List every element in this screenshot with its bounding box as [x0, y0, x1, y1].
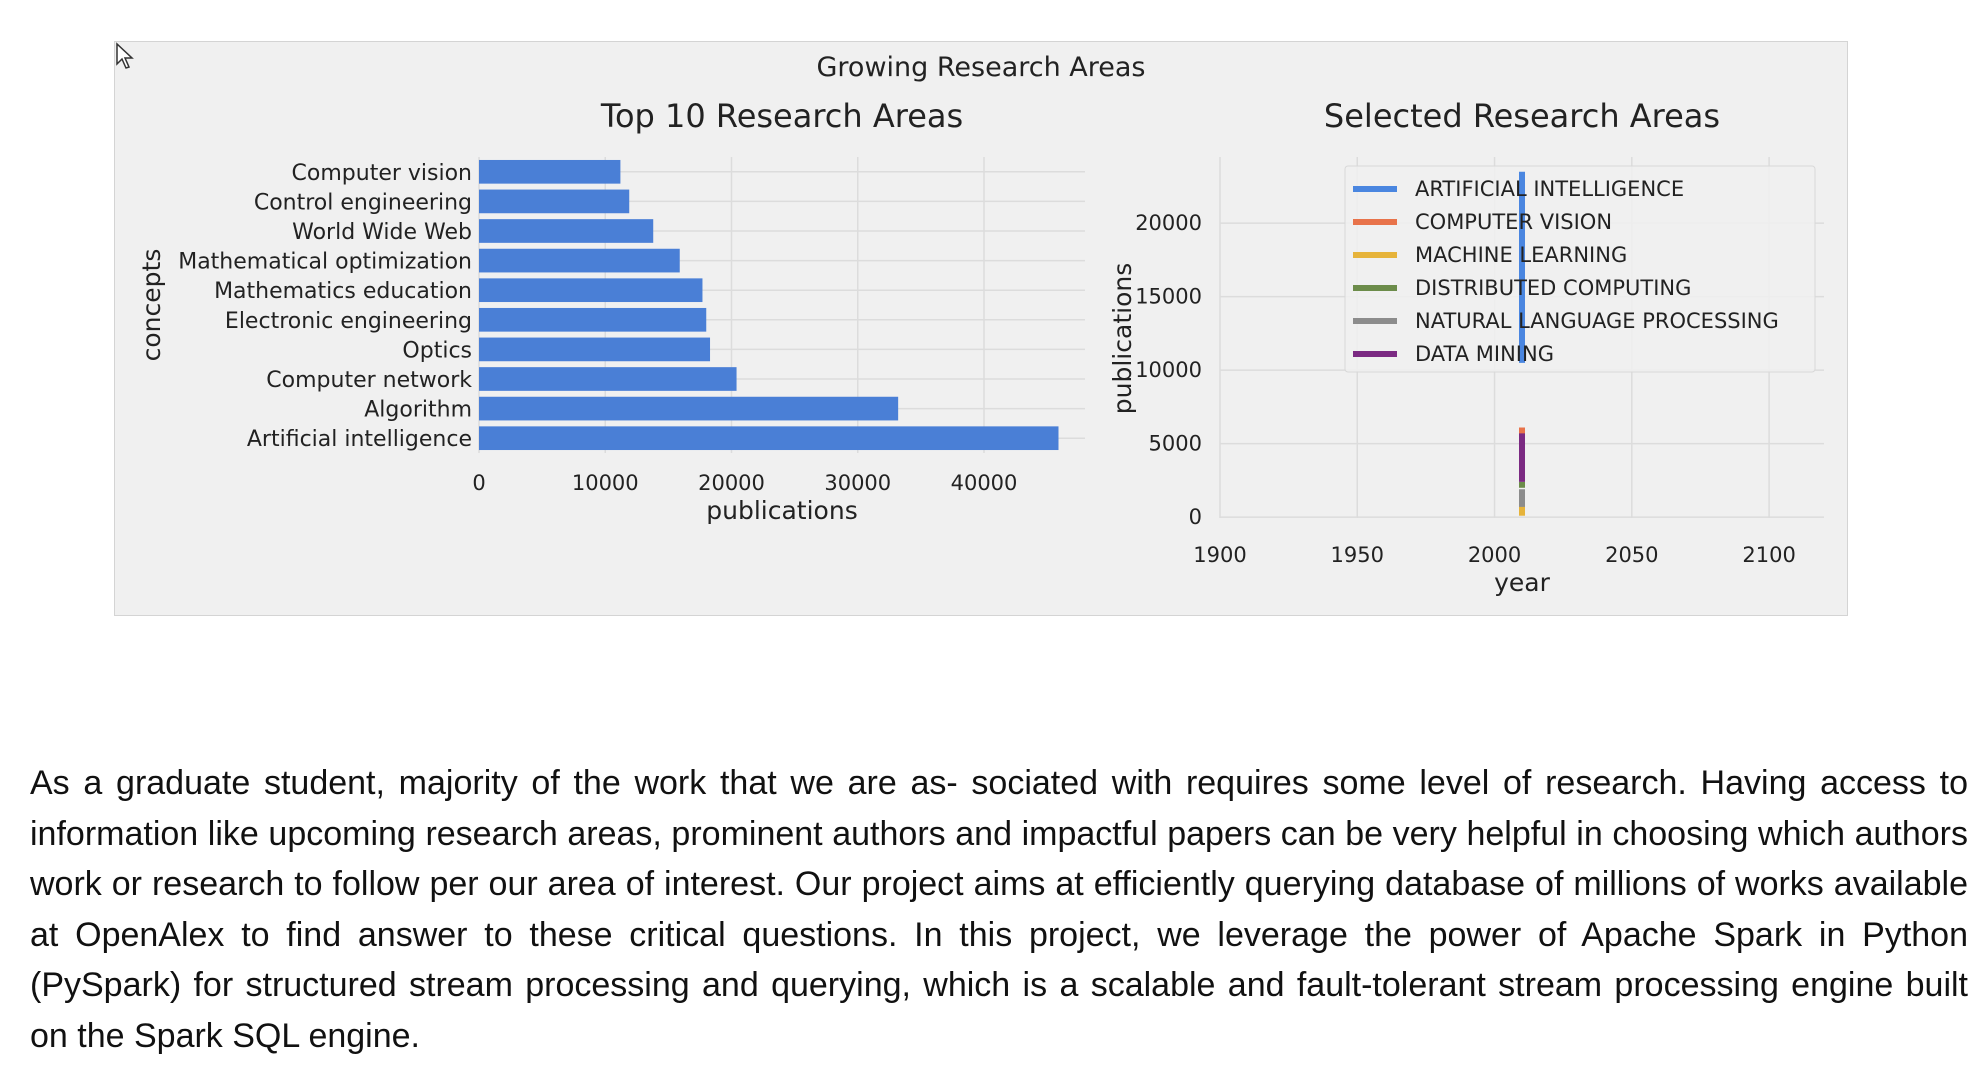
line-y-axis-label: publications	[1108, 263, 1137, 414]
bar	[479, 307, 707, 332]
line-y-tick-label: 5000	[1149, 432, 1202, 456]
bar	[479, 337, 711, 362]
body-paragraph: As a graduate student, majority of the w…	[30, 764, 1968, 1055]
line-y-tick-label: 10000	[1135, 358, 1202, 382]
legend-label: NATURAL LANGUAGE PROCESSING	[1415, 309, 1779, 333]
line-x-axis-label: year	[1494, 568, 1550, 597]
bar	[479, 426, 1059, 451]
legend-label: MACHINE LEARNING	[1415, 243, 1627, 267]
bar-category-label: Computer vision	[292, 161, 472, 186]
bar-category-label: Control engineering	[254, 190, 472, 215]
legend-label: COMPUTER VISION	[1415, 210, 1612, 234]
bar-y-axis-label: concepts	[137, 249, 166, 362]
bar-category-label: Artificial intelligence	[247, 427, 472, 452]
line-y-tick-label: 15000	[1135, 285, 1202, 309]
legend-label: DATA MINING	[1415, 342, 1554, 366]
mouse-cursor-icon	[116, 42, 134, 69]
line-x-tick-label: 1900	[1193, 543, 1246, 567]
bar-category-label: Optics	[402, 338, 472, 363]
bar-x-tick-label: 0	[472, 471, 485, 495]
charts-svg: Computer vision Control engineering World …	[137, 97, 1824, 597]
bar-x-tick-label: 20000	[698, 471, 765, 495]
bar	[479, 248, 680, 273]
bar-category-label: Electronic engineering	[225, 309, 472, 334]
bar-category-label: World Wide Web	[292, 220, 472, 245]
line-y-tick-label: 20000	[1135, 211, 1202, 235]
legend-label: DISTRIBUTED COMPUTING	[1415, 276, 1691, 300]
line-x-tick-label: 1950	[1331, 543, 1384, 567]
bar	[479, 278, 703, 303]
line-x-tick-label: 2050	[1605, 543, 1658, 567]
bar-category-label: Mathematics education	[214, 279, 472, 304]
bar	[479, 159, 621, 184]
bar	[479, 396, 899, 421]
bar-category-label: Mathematical optimization	[178, 250, 472, 275]
legend-label: ARTIFICIAL INTELLIGENCE	[1415, 177, 1684, 201]
line-x-tick-label: 2000	[1468, 543, 1521, 567]
bar-chart-title: Top 10 Research Areas	[600, 97, 963, 135]
line-x-tick-label: 2100	[1742, 543, 1795, 567]
figure-panel: Growing Research Areas Computer vision Co…	[114, 41, 1848, 616]
bar-category-label: Computer network	[266, 368, 472, 393]
bar	[479, 189, 630, 214]
bar-category-label: Algorithm	[364, 398, 472, 423]
bar-x-axis-label: publications	[706, 496, 857, 525]
bar-x-tick-label: 40000	[951, 471, 1018, 495]
bar	[479, 367, 737, 391]
line-y-tick-label: 0	[1189, 505, 1202, 529]
figure-title: Growing Research Areas	[816, 52, 1146, 83]
bar-x-tick-label: 10000	[572, 471, 639, 495]
legend-box	[1344, 165, 1816, 373]
line-chart-title: Selected Research Areas	[1324, 97, 1720, 135]
bar	[479, 219, 654, 243]
bar-x-tick-label: 30000	[824, 471, 891, 495]
